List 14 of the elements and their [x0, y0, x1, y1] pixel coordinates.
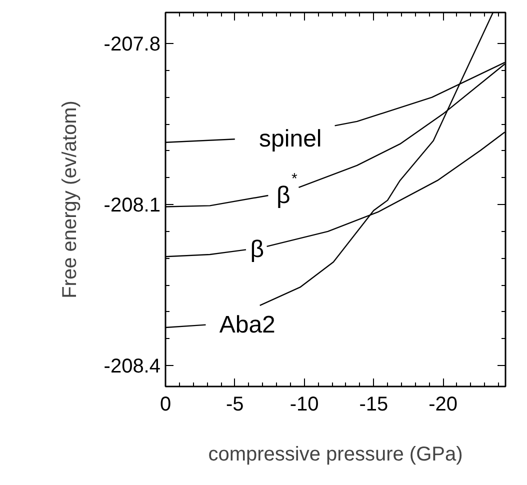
series-label: β [250, 236, 264, 264]
x-tick-label: -5 [226, 394, 244, 416]
legend-label: Aba2 [219, 311, 276, 338]
x-axis-title: compressive pressure (GPa) [208, 444, 463, 466]
y-axis-title: Free energy (ev/atom) [58, 100, 81, 298]
y-tick-label: -208.4 [104, 356, 161, 378]
x-tick-label: 0 [160, 394, 172, 416]
y-tick-label: -208.1 [104, 194, 161, 217]
x-tick-label: -20 [428, 394, 458, 416]
series-label: spinel [259, 126, 322, 153]
y-tick-label: -207.8 [104, 34, 161, 56]
x-tick-label: -15 [359, 394, 388, 416]
series-label: β* [276, 170, 298, 209]
x-tick-label: -10 [290, 394, 319, 416]
